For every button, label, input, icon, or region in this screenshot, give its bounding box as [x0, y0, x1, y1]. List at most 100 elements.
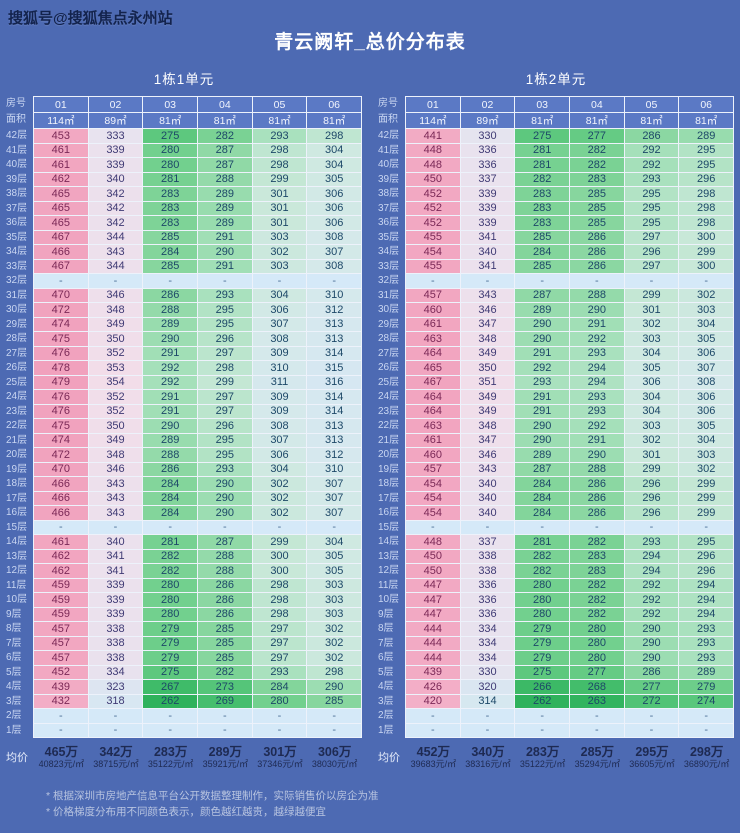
price-cell: 280 — [570, 651, 624, 665]
price-cell: 279 — [143, 622, 197, 636]
room-number-header: 06 — [679, 97, 733, 112]
price-cell: 289 — [198, 201, 252, 215]
price-cell: 343 — [88, 477, 143, 491]
price-cell: 343 — [460, 462, 515, 476]
price-cell: 457 — [34, 651, 88, 665]
price-cell: 439 — [34, 680, 88, 694]
price-cell: 464 — [406, 390, 460, 404]
price-cell: 282 — [570, 158, 624, 172]
price-cell: 280 — [570, 636, 624, 650]
price-cell: 338 — [88, 651, 143, 665]
price-cell: 292 — [143, 375, 197, 389]
price-cell: 348 — [460, 419, 515, 433]
average-price: 283万 — [525, 745, 560, 759]
price-cell: 275 — [515, 665, 569, 679]
price-cell: 432 — [34, 694, 88, 708]
price-cell: 273 — [198, 680, 252, 694]
price-cell: 310 — [252, 361, 307, 375]
price-cell: 298 — [307, 129, 361, 143]
price-cell: 340 — [460, 506, 515, 520]
price-cell: - — [143, 723, 197, 737]
price-cell: 292 — [624, 143, 679, 157]
average-cell: 465万 40823元/㎡ — [34, 745, 89, 770]
price-cell: 457 — [34, 636, 88, 650]
price-cell: 314 — [460, 694, 515, 708]
price-cell: 460 — [406, 448, 460, 462]
area-header: 114㎡ — [34, 113, 88, 128]
floor-label: 34层 — [6, 246, 28, 257]
price-cell: 303 — [679, 303, 733, 317]
price-cell: 347 — [460, 433, 515, 447]
price-cell: 336 — [460, 607, 515, 621]
price-cell: 282 — [570, 535, 624, 549]
price-cell: 277 — [624, 680, 679, 694]
price-cell: 291 — [515, 390, 569, 404]
price-cell: 336 — [460, 158, 515, 172]
price-cell: 293 — [679, 622, 733, 636]
average-unit-price: 37346元/㎡ — [257, 759, 303, 770]
price-cell: 339 — [460, 216, 515, 230]
price-cell: 300 — [679, 230, 733, 244]
price-cell: 306 — [252, 303, 307, 317]
price-cell: 302 — [307, 636, 361, 650]
floor-label: 16层 — [6, 507, 28, 518]
price-cell: 465 — [34, 201, 88, 215]
price-cell: 293 — [198, 462, 252, 476]
price-cell: 309 — [252, 346, 307, 360]
price-cell: 309 — [252, 390, 307, 404]
price-cell: 305 — [624, 361, 679, 375]
price-cell: 298 — [252, 607, 307, 621]
price-cell: 303 — [252, 230, 307, 244]
price-cell: - — [307, 520, 361, 534]
price-cell: 340 — [460, 477, 515, 491]
price-cell: 353 — [88, 361, 143, 375]
price-cell: 444 — [406, 622, 460, 636]
floor-label: 5层 — [6, 666, 22, 678]
price-cell: - — [570, 723, 624, 737]
price-cell: 342 — [88, 216, 143, 230]
price-cell: 289 — [679, 665, 733, 679]
price-cell: 272 — [624, 694, 679, 708]
floor-label: 29层 — [378, 318, 400, 330]
price-cell: 274 — [679, 694, 733, 708]
cell-grid: 01 02 03 04 05 06 114㎡ 89㎡ 81㎡ 81㎡ 81㎡ 81㎡ 453 333 275… — [33, 96, 362, 738]
price-cell: 304 — [624, 390, 679, 404]
price-cell: 291 — [570, 317, 624, 331]
price-cell: 304 — [307, 535, 361, 549]
price-cell: 459 — [34, 578, 88, 592]
price-cell: 339 — [88, 607, 143, 621]
price-cell: 293 — [679, 636, 733, 650]
floor-label: 1层 — [378, 724, 394, 736]
price-cell: 461 — [34, 143, 88, 157]
price-cell: 474 — [34, 433, 88, 447]
price-cell: 323 — [88, 680, 143, 694]
price-cell: 290 — [624, 622, 679, 636]
floor-label: 40层 — [6, 159, 28, 170]
price-cell: 286 — [570, 477, 624, 491]
average-unit-price: 36890元/㎡ — [683, 759, 730, 770]
corner-area-label: 面积 — [6, 114, 26, 125]
price-cell: 289 — [198, 216, 252, 230]
price-cell: 306 — [307, 187, 361, 201]
average-price: 342万 — [99, 745, 133, 759]
floor-label: 42层 — [378, 130, 400, 141]
price-cell: 290 — [198, 506, 252, 520]
price-cell: 340 — [88, 172, 143, 186]
price-cell: 304 — [307, 158, 361, 172]
price-cell: 284 — [515, 245, 569, 259]
average-unit-price: 35122元/㎡ — [519, 759, 566, 770]
floor-label: 10层 — [6, 594, 28, 605]
price-cell: 301 — [252, 187, 307, 201]
price-cell: 444 — [406, 636, 460, 650]
price-cell: 452 — [34, 665, 88, 679]
price-cell: 295 — [679, 535, 733, 549]
price-cell: 478 — [34, 361, 88, 375]
price-cell: - — [515, 709, 569, 723]
price-cell: 348 — [460, 332, 515, 346]
price-cell: - — [198, 709, 252, 723]
price-cell: 286 — [570, 230, 624, 244]
area-header: 89㎡ — [88, 113, 143, 128]
price-cell: 313 — [307, 317, 361, 331]
price-cell: - — [515, 274, 569, 288]
price-cell: 453 — [34, 129, 88, 143]
